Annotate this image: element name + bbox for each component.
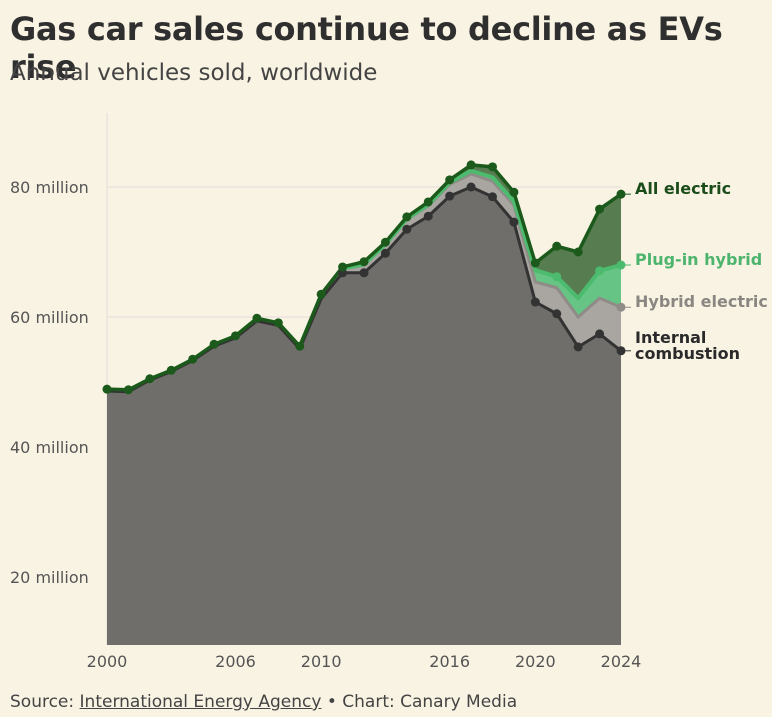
point-internal-combustion-2012: [359, 268, 369, 278]
point-internal-combustion-2015: [423, 211, 433, 221]
point-all-electric-2011: [338, 262, 348, 272]
point-internal-combustion-2020: [530, 297, 540, 307]
x-tick-label: 2016: [429, 652, 470, 671]
point-all-electric-2016: [445, 175, 455, 185]
point-all-electric-2010: [316, 289, 326, 299]
y-tick-label: 20 million: [10, 568, 89, 587]
point-internal-combustion-2016: [445, 191, 455, 201]
point-internal-combustion-2023: [595, 329, 605, 339]
series-label-line: Internal: [635, 328, 706, 347]
chart-credit: Chart: Canary Media: [342, 692, 518, 712]
point-plug-in-hybrid-2021: [552, 272, 562, 282]
series-labels: All electric Plug-in hybrid Hybrid electri…: [621, 179, 768, 363]
point-all-electric-2002: [145, 374, 155, 384]
source-prefix: Source:: [10, 692, 80, 712]
point-internal-combustion-2021: [552, 309, 562, 319]
series-label-line: Hybrid electric: [635, 292, 768, 311]
point-all-electric-2022: [573, 247, 583, 257]
series-label-hybrid-electric: Hybrid electric: [635, 292, 768, 311]
point-all-electric-2012: [359, 257, 369, 267]
series-points: [102, 160, 626, 395]
point-all-electric-2023: [595, 204, 605, 214]
y-axis-ticks: 20 million 40 million 60 million 80 million: [10, 178, 89, 587]
point-all-electric-2020: [530, 258, 540, 268]
x-tick-label: 2024: [601, 652, 642, 671]
x-tick-label: 2000: [87, 652, 128, 671]
point-all-electric-2019: [509, 187, 519, 197]
point-all-electric-2007: [252, 313, 262, 323]
series-label-line: Plug-in hybrid: [635, 250, 762, 269]
point-internal-combustion-2013: [380, 248, 390, 258]
y-tick-label: 80 million: [10, 178, 89, 197]
point-all-electric-2009: [295, 341, 305, 351]
point-internal-combustion-2022: [573, 342, 583, 352]
point-all-electric-2008: [273, 318, 283, 328]
chart-footer: Source: International Energy Agency • Ch…: [10, 692, 517, 712]
x-tick-label: 2006: [215, 652, 256, 671]
point-all-electric-2014: [402, 212, 412, 222]
point-all-electric-2003: [166, 365, 176, 375]
point-all-electric-2015: [423, 197, 433, 207]
series-areas: [107, 164, 621, 645]
source-link[interactable]: International Energy Agency: [79, 692, 322, 712]
x-tick-label: 2010: [301, 652, 342, 671]
y-tick-label: 60 million: [10, 308, 89, 327]
point-all-electric-2018: [488, 162, 497, 172]
point-internal-combustion-2014: [402, 224, 412, 234]
point-all-electric-2006: [231, 331, 240, 341]
series-label-internal-combustion: Internal combustion: [635, 328, 740, 363]
series-label-line: combustion: [635, 344, 740, 363]
x-axis-ticks: 2000 2006 2010 2016 2020 2024: [87, 652, 642, 671]
point-internal-combustion-2019: [509, 217, 519, 227]
point-internal-combustion-2017: [466, 182, 476, 192]
point-plug-in-hybrid-2023: [595, 266, 605, 276]
point-all-electric-2005: [209, 339, 219, 349]
area-internal-combustion: [107, 187, 621, 645]
series-label-line: All electric: [635, 179, 731, 198]
point-all-electric-2017: [466, 160, 476, 170]
point-all-electric-2001: [123, 385, 133, 395]
chart-subtitle: Annual vehicles sold, worldwide: [10, 60, 378, 86]
point-all-electric-2004: [188, 354, 198, 364]
y-tick-label: 40 million: [10, 438, 89, 457]
series-label-plug-in-hybrid: Plug-in hybrid: [635, 250, 762, 269]
point-internal-combustion-2018: [488, 192, 497, 202]
point-all-electric-2021: [552, 241, 562, 251]
x-tick-label: 2020: [515, 652, 556, 671]
series-label-all-electric: All electric: [635, 179, 731, 198]
footer-separator: •: [321, 692, 343, 712]
chart-title: Gas car sales continue to decline as EVs…: [10, 10, 723, 86]
point-all-electric-2000: [102, 384, 112, 394]
point-all-electric-2013: [380, 237, 390, 247]
